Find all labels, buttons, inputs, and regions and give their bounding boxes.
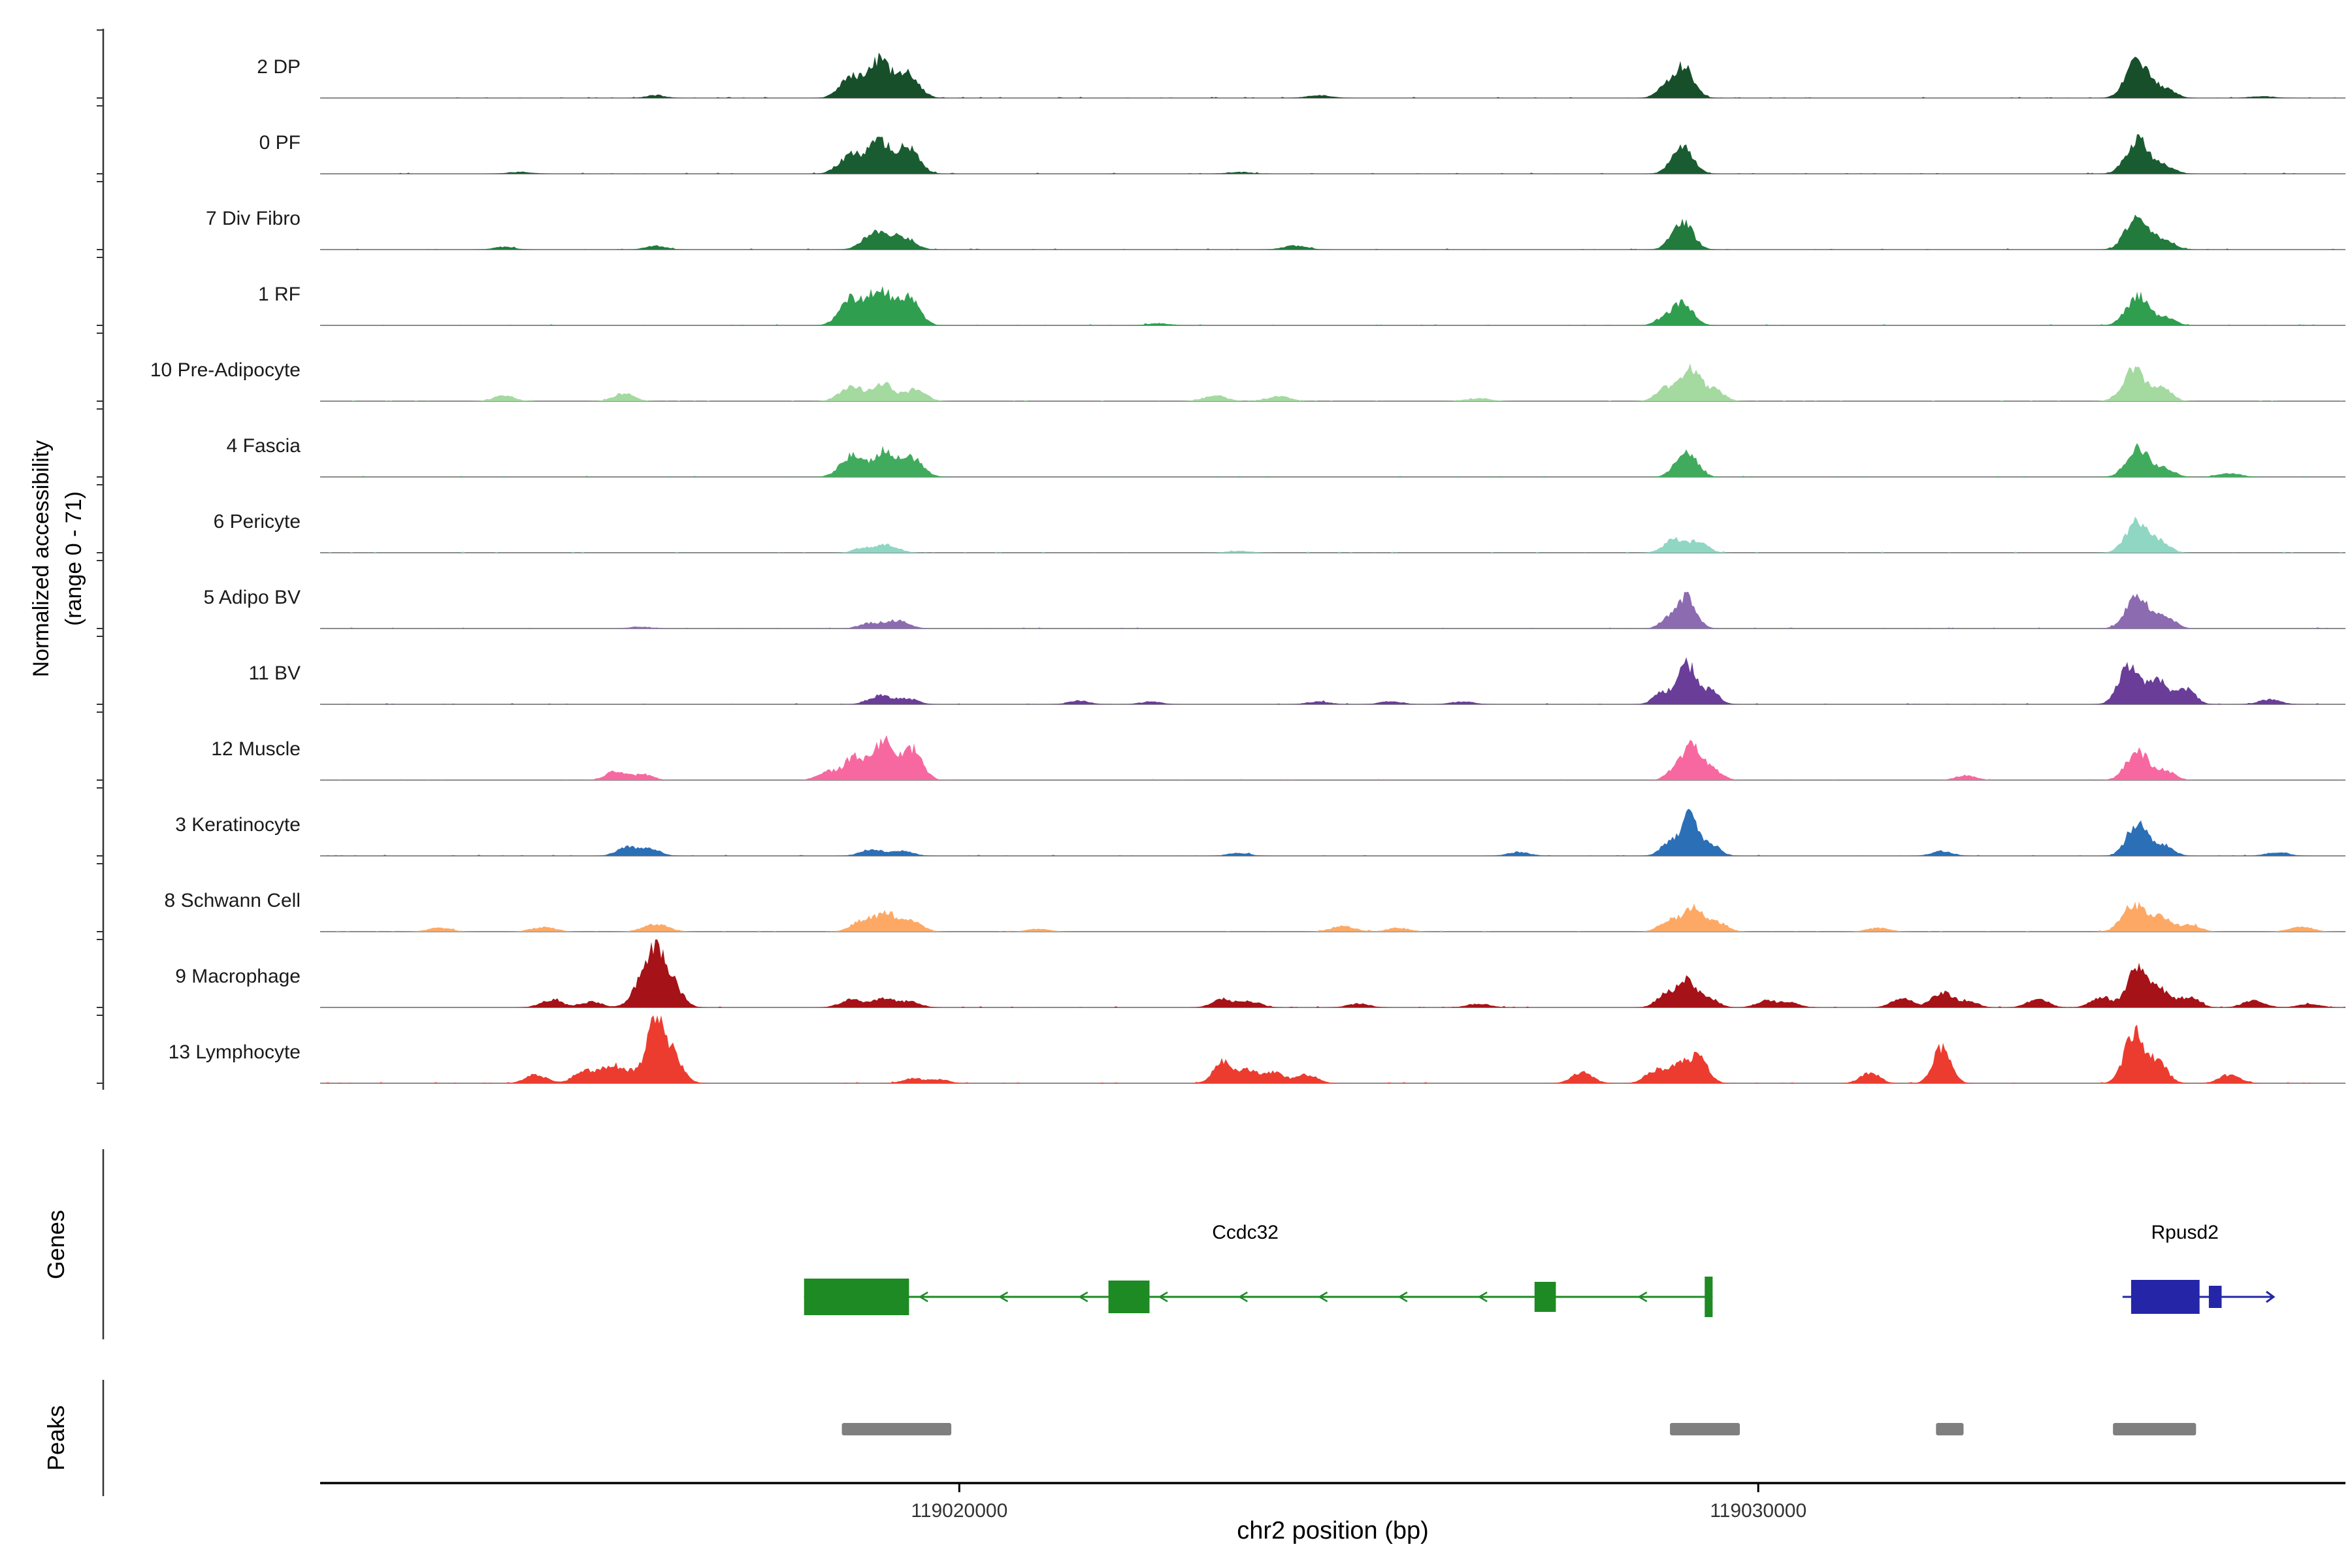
track-12-muscle: 12 Muscle — [97, 711, 2345, 781]
track-label-3-keratinocyte: 3 Keratinocyte — [175, 814, 301, 836]
track-13-lymphocyte: 13 Lymphocyte — [97, 1015, 2345, 1084]
gene-name-rpusd2: Rpusd2 — [2151, 1222, 2218, 1243]
y-axis-title: Normalized accessibility (range 0 - 71) — [25, 440, 90, 678]
track-area-3-keratinocyte — [320, 809, 2345, 856]
track-9-macrophage: 9 Macrophage — [97, 939, 2345, 1008]
track-label-0-pf: 0 PF — [259, 132, 301, 154]
track-area-9-macrophage — [320, 939, 2345, 1007]
track-label-6-pericyte: 6 Pericyte — [214, 511, 301, 532]
strand-arrow-icon — [1318, 1291, 1328, 1303]
track-7-div-fibro: 7 Div Fibro — [97, 181, 2345, 250]
gene-exon — [1108, 1281, 1150, 1313]
track-area-13-lymphocyte — [320, 1015, 2345, 1083]
gene-exon — [804, 1279, 909, 1315]
track-label-9-macrophage: 9 Macrophage — [175, 966, 301, 987]
track-area-4-fascia — [320, 443, 2345, 477]
gene-exon — [2131, 1280, 2200, 1314]
track-area-12-muscle — [320, 735, 2345, 780]
strand-arrow-icon — [1158, 1291, 1168, 1303]
track-6-pericyte: 6 Pericyte — [97, 484, 2345, 553]
track-label-4-fascia: 4 Fascia — [227, 435, 301, 457]
track-label-13-lymphocyte: 13 Lymphocyte — [169, 1041, 301, 1063]
gene-exon — [1534, 1282, 1556, 1312]
track-label-7-div-fibro: 7 Div Fibro — [206, 208, 301, 229]
track-8-schwann-cell: 8 Schwann Cell — [97, 863, 2345, 932]
strand-arrow-icon — [1237, 1291, 1248, 1303]
gene-rpusd2: Rpusd2 — [2122, 1222, 2276, 1314]
track-label-11-bv: 11 BV — [249, 662, 301, 684]
peak-bar — [1670, 1423, 1740, 1435]
track-label-5-adipo-bv: 5 Adipo BV — [204, 587, 301, 608]
peak-bar — [2113, 1423, 2197, 1435]
x-tick-label: 119030000 — [1710, 1500, 1806, 1522]
track-2-dp: 2 DP — [97, 29, 2345, 99]
track-1-rf: 1 RF — [97, 257, 2345, 326]
x-axis-title: chr2 position (bp) — [1237, 1517, 1429, 1544]
track-11-bv: 11 BV — [97, 636, 2345, 705]
gene-exon — [2208, 1286, 2222, 1308]
strand-arrow-icon — [998, 1291, 1009, 1303]
track-area-7-div-fibro — [320, 214, 2345, 250]
track-label-10-pre-adipocyte: 10 Pre-Adipocyte — [150, 359, 301, 381]
peaks-track — [841, 1423, 2197, 1435]
track-area-6-pericyte — [320, 516, 2345, 553]
track-area-0-pf — [320, 134, 2345, 174]
gene-name-ccdc32: Ccdc32 — [1212, 1222, 1279, 1243]
track-0-pf: 0 PF — [97, 105, 2345, 174]
y-axis-title-line1: Normalized accessibility — [29, 440, 54, 678]
track-area-11-bv — [320, 657, 2345, 704]
gene-ccdc32: Ccdc32 — [804, 1222, 1713, 1317]
track-area-5-adipo-bv — [320, 591, 2345, 629]
gene-end-arrow-icon — [2266, 1290, 2276, 1303]
track-10-pre-adipocyte: 10 Pre-Adipocyte — [97, 333, 2345, 402]
strand-arrow-icon — [918, 1291, 928, 1303]
track-area-8-schwann-cell — [320, 902, 2345, 932]
track-label-12-muscle: 12 Muscle — [211, 738, 301, 760]
x-axis-ticks: 119020000 119030000 — [911, 1483, 1806, 1522]
track-label-8-schwann-cell: 8 Schwann Cell — [165, 890, 301, 911]
track-4-fascia: 4 Fascia — [97, 408, 2345, 478]
gene-exon — [1705, 1277, 1713, 1317]
track-area-2-dp — [320, 52, 2345, 98]
track-label-2-dp: 2 DP — [257, 56, 301, 78]
track-5-adipo-bv: 5 Adipo BV — [97, 560, 2345, 629]
track-3-keratinocyte: 3 Keratinocyte — [97, 787, 2345, 857]
strand-arrow-icon — [1477, 1291, 1488, 1303]
track-area-10-pre-adipocyte — [320, 363, 2345, 401]
strand-arrow-icon — [1637, 1291, 1648, 1303]
track-area-1-rf — [320, 286, 2345, 325]
track-label-1-rf: 1 RF — [258, 284, 301, 305]
strand-arrow-icon — [1397, 1291, 1408, 1303]
peak-bar — [1936, 1423, 1964, 1435]
peak-bar — [841, 1423, 952, 1435]
genes-section-label: Genes — [42, 1209, 69, 1280]
strand-arrow-icon — [1078, 1291, 1088, 1303]
peaks-section-label: Peaks — [42, 1405, 69, 1471]
y-axis-title-line2: (range 0 - 71) — [61, 491, 86, 626]
x-tick-label: 119020000 — [911, 1500, 1007, 1522]
